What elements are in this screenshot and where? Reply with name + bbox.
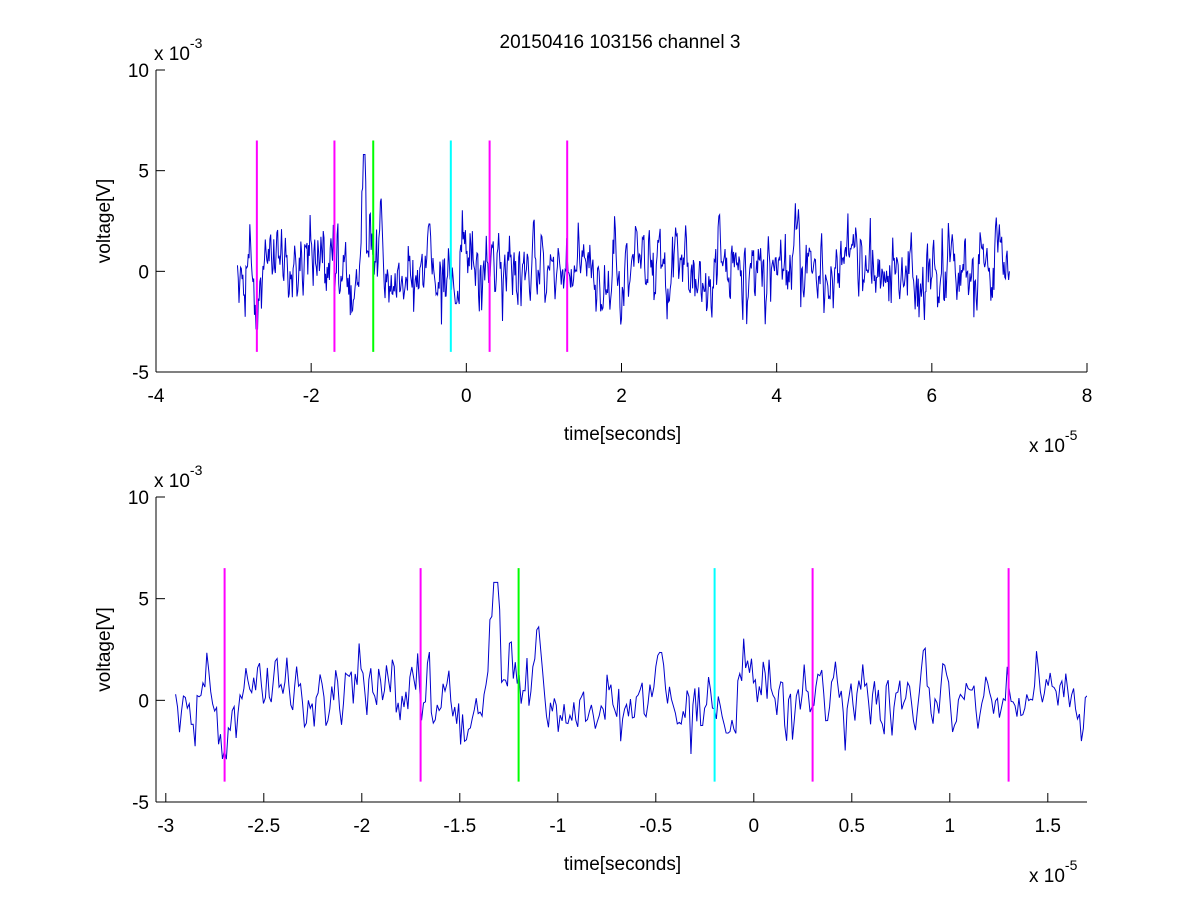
x-axis-label: time[seconds] (564, 854, 681, 875)
x-exponent-label: x 10-5 (1029, 857, 1078, 887)
y-exponent-label: x 10-3 (154, 35, 203, 65)
y-tick-label: 10 (128, 488, 149, 509)
x-tick-label: -3 (157, 816, 174, 837)
x-axis-label: time[seconds] (564, 424, 681, 445)
y-exponent-label: x 10-3 (154, 462, 203, 492)
y-axis-label: voltage[V] (94, 607, 115, 692)
y-tick-label: 0 (138, 691, 149, 712)
x-tick-label: -2.5 (247, 816, 280, 837)
y-axis-label: voltage[V] (94, 179, 115, 264)
x-tick-label: 8 (1082, 386, 1093, 407)
x-tick-label: -2 (353, 816, 370, 837)
top-plot: -4 -2 0 2 4 6 8 -5 0 5 10 time[seconds] voltage[V] x … (94, 35, 1092, 457)
figure-title: 20150416 103156 channel 3 (500, 32, 741, 53)
y-tick-label: 10 (128, 61, 149, 82)
x-tick-label: 4 (771, 386, 782, 407)
y-tick-label: 5 (138, 162, 149, 183)
x-tick-label: -2 (303, 386, 320, 407)
x-tick-label: -0.5 (639, 816, 672, 837)
x-tick-label: -4 (148, 386, 165, 407)
signal-line (175, 581, 1087, 760)
x-exponent-label: x 10-5 (1029, 427, 1078, 457)
x-tick-label: 1 (945, 816, 956, 837)
x-tick-label: 0 (749, 816, 760, 837)
bottom-plot: -3 -2.5 -2 -1.5 -1 -0.5 0 0.5 1 1.5 -5 0 5 10 time[sec… (94, 462, 1087, 887)
x-tick-label: 1.5 (1035, 816, 1061, 837)
y-tick-label: -5 (132, 793, 149, 814)
signal-line (236, 154, 1010, 330)
x-tick-label: -1.5 (443, 816, 476, 837)
y-tick-label: -5 (132, 363, 149, 384)
x-tick-label: 6 (927, 386, 938, 407)
x-tick-label: 0.5 (839, 816, 865, 837)
x-tick-label: -1 (549, 816, 566, 837)
y-tick-label: 5 (138, 590, 149, 611)
x-tick-label: 2 (616, 386, 627, 407)
x-tick-label: 0 (461, 386, 472, 407)
y-tick-label: 0 (138, 262, 149, 283)
